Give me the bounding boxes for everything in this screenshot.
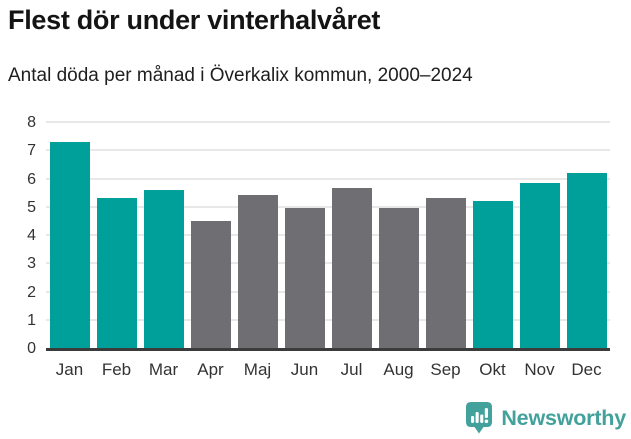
bar-apr — [190, 220, 231, 348]
speech-bubble-bar-chart-icon — [466, 402, 493, 434]
x-tick-label-sep: Sep — [430, 360, 461, 379]
bar-feb — [96, 198, 137, 348]
x-tick-label-apr: Apr — [197, 360, 224, 379]
bar-aug — [378, 208, 419, 348]
bar-jun — [284, 208, 325, 348]
y-tick-label-4: 4 — [27, 227, 36, 244]
x-tick-label-feb: Feb — [101, 360, 132, 379]
x-tick-label-dec: Dec — [571, 360, 602, 379]
y-tick-label-7: 7 — [27, 142, 36, 160]
logo-text: Newsworthy — [501, 405, 626, 430]
x-tick-label-mar: Mar — [148, 360, 179, 379]
x-tick-label-aug: Aug — [383, 360, 414, 379]
y-tick-label-8: 8 — [27, 114, 36, 131]
x-axis-labels: Jan Feb Mar Apr Maj Jun Jul Aug Sep Okt Nov Dec — [46, 359, 610, 383]
gridline-7 — [46, 149, 610, 152]
bar-jul — [331, 188, 372, 348]
bar-okt — [472, 201, 513, 348]
plot-area — [46, 121, 610, 351]
y-tick-label-2: 2 — [27, 283, 36, 301]
x-tick-label-jul: Jul — [340, 360, 363, 379]
x-tick-label-jun: Jun — [290, 360, 319, 379]
chart-subtitle: Antal döda per månad i Överkalix kommun,… — [8, 65, 473, 86]
y-tick-label-1: 1 — [27, 311, 36, 329]
gridline-6 — [46, 177, 610, 180]
bar-nov — [519, 182, 560, 348]
gridline-2 — [46, 290, 610, 293]
y-tick-label-0: 0 — [27, 340, 36, 357]
x-tick-label-maj: Maj — [243, 360, 272, 379]
y-tick-label-6: 6 — [27, 170, 36, 188]
y-tick-label-5: 5 — [27, 198, 36, 216]
gridline-3 — [46, 262, 610, 265]
chart-title: Flest dör under vinterhalvåret — [8, 5, 381, 35]
bar-dec — [566, 172, 607, 348]
bar-mar — [143, 189, 184, 348]
gridline-5 — [46, 205, 610, 208]
bar-jan — [49, 141, 90, 348]
gridline-8 — [46, 121, 610, 123]
x-tick-label-nov: Nov — [524, 360, 555, 379]
x-tick-label-jan: Jan — [55, 360, 84, 379]
y-axis-labels: 0 1 2 3 4 5 6 7 8 — [0, 114, 36, 357]
newsworthy-logo: Newsworthy — [465, 401, 626, 435]
bar-maj — [237, 195, 278, 348]
gridline-1 — [46, 318, 610, 321]
y-tick-label-3: 3 — [27, 255, 36, 273]
bar-sep — [425, 198, 466, 348]
gridline-4 — [46, 234, 610, 236]
x-tick-label-okt: Okt — [479, 360, 506, 379]
